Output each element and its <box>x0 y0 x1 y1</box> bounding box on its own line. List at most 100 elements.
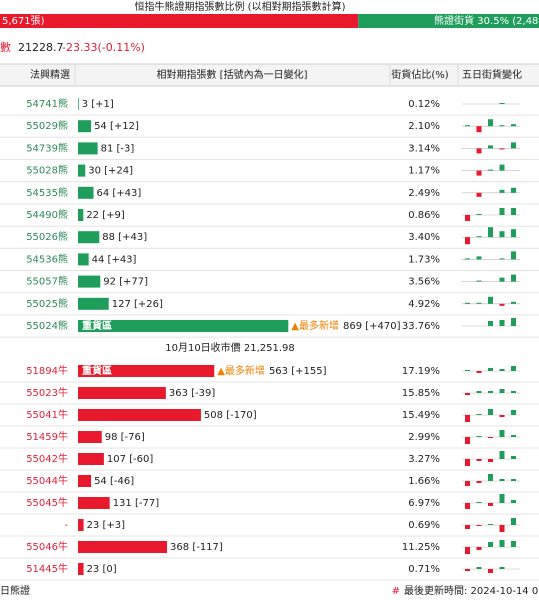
mini-bar <box>499 303 505 306</box>
bar <box>78 563 84 575</box>
bar <box>78 253 89 266</box>
code: 55057熊 <box>26 275 68 288</box>
mini-bar <box>476 126 482 133</box>
note: ▲最多新增 <box>217 364 265 377</box>
code: 55045牛 <box>26 496 68 509</box>
pct: 1.17% <box>408 166 440 177</box>
mini-bar <box>499 208 505 215</box>
mini-bar <box>476 236 482 238</box>
mini-bar <box>476 256 482 260</box>
mini-bar <box>488 391 493 393</box>
code: 54490熊 <box>26 208 68 221</box>
bar <box>78 519 84 531</box>
mini-bar <box>511 541 516 547</box>
mini-bar <box>511 500 516 503</box>
mini-bar <box>488 368 493 371</box>
value-label: 363 [-39] <box>169 388 216 399</box>
mini-bar <box>488 409 493 415</box>
value-label: 54 [+12] <box>94 121 139 132</box>
mini-bar <box>511 142 516 149</box>
pct: 0.71% <box>408 564 440 575</box>
bar <box>78 475 92 487</box>
mini-bar <box>476 391 482 393</box>
mini-bar <box>476 547 482 550</box>
mini-bar <box>499 525 505 532</box>
code: 55024熊 <box>26 319 68 332</box>
mini-bar <box>511 318 516 326</box>
value-label: 88 [+43] <box>102 232 147 243</box>
header-row <box>0 64 539 86</box>
bull-segment-label: 5,671張) <box>2 15 45 27</box>
column-header: 相對期指張數 [括號內為一日變化] <box>157 68 308 81</box>
mini-bar <box>499 164 505 171</box>
mini-bar <box>511 366 516 371</box>
pct: 0.69% <box>408 520 440 531</box>
mini-bar <box>465 215 470 221</box>
pct: 33.76% <box>402 321 440 332</box>
mini-bar <box>511 479 516 481</box>
mini-bar <box>488 437 493 438</box>
footer-mark: # <box>392 586 400 597</box>
footer-left: 日熊證 <box>0 584 30 597</box>
mini-bar <box>465 569 470 571</box>
mini-bar <box>488 296 493 304</box>
mini-bar <box>476 414 482 415</box>
pct: 2.49% <box>408 188 440 199</box>
mini-bar <box>488 459 493 462</box>
bar <box>78 275 101 288</box>
column-header: 街貨佔比(%) <box>391 68 448 81</box>
bar <box>78 497 110 509</box>
mini-bar <box>488 227 493 238</box>
pct: 11.25% <box>402 542 440 553</box>
value-label: 44 [+43] <box>92 254 137 265</box>
mini-bar <box>499 479 505 481</box>
mini-bar <box>465 525 470 529</box>
bar <box>78 164 86 177</box>
pct: 1.73% <box>408 254 440 265</box>
code: 55028熊 <box>26 164 68 177</box>
pct: 3.56% <box>408 277 440 288</box>
mini-bar <box>511 274 516 282</box>
bar <box>78 453 104 465</box>
mini-bar <box>488 474 493 481</box>
mini-bar <box>465 258 470 260</box>
value-label: 22 [+9] <box>86 210 125 221</box>
value-label: 23 [+3] <box>87 520 126 531</box>
mini-bar <box>476 371 482 373</box>
code: 51459牛 <box>26 430 68 443</box>
code: 51445牛 <box>26 562 68 575</box>
mini-bar <box>476 567 482 569</box>
value-label: 64 [+43] <box>96 188 141 199</box>
bear-segment-label: 熊證街貨 30.5% (2,483張 <box>434 14 539 27</box>
value-label: 98 [-76] <box>105 432 145 443</box>
title: 恒指牛熊證期指張數比例 (以相對期指張數計算) <box>135 0 346 13</box>
bar <box>78 120 92 133</box>
bar <box>78 98 79 110</box>
code: 55044牛 <box>26 474 68 487</box>
value-label: 107 [-60] <box>107 454 154 465</box>
mini-bar <box>499 369 505 371</box>
bar <box>78 431 102 443</box>
code: 55046牛 <box>26 540 68 553</box>
mini-bar <box>476 502 482 503</box>
pct: 3.40% <box>408 232 440 243</box>
mini-bar <box>499 389 505 393</box>
code: 55025熊 <box>26 297 68 310</box>
index-name: 數 <box>0 41 11 54</box>
mini-bar <box>465 302 470 304</box>
bar <box>78 409 201 421</box>
mini-bar <box>465 481 470 486</box>
mini-bar <box>511 410 516 415</box>
index-change: -23.33(-0.11%) <box>62 41 145 54</box>
value-label: 54 [-46] <box>94 476 134 487</box>
mini-bar <box>476 192 482 197</box>
mini-bar <box>499 148 505 150</box>
mini-bar <box>488 569 493 573</box>
code: 51894牛 <box>26 364 68 377</box>
mini-bar <box>465 393 470 395</box>
mini-bar <box>499 451 505 459</box>
value-label: 30 [+24] <box>88 166 133 177</box>
code: 54535熊 <box>26 186 68 199</box>
mini-bar <box>511 208 516 215</box>
